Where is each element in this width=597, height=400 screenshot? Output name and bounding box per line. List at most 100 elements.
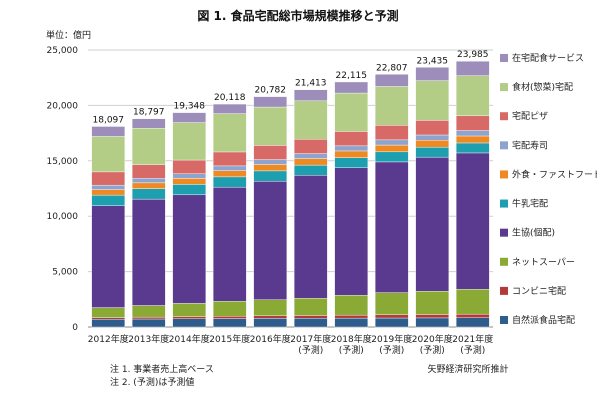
bar-segment (374, 139, 409, 146)
source-credit: 矢野経済研究所推計 (427, 363, 508, 375)
x-tick-label: 2016年度 (250, 333, 291, 345)
legend-swatch (500, 228, 508, 237)
y-tick-label: 5,000 (52, 268, 78, 278)
x-tick-label: 2012年度 (88, 333, 129, 345)
legend-item: 生協(個配) (500, 227, 555, 239)
bar-segment (334, 131, 369, 147)
bar-segment (172, 316, 207, 320)
bar-segment (455, 130, 490, 137)
y-tick-label: 10,000 (47, 212, 79, 222)
legend-item: 宅配ピザ (500, 110, 548, 122)
bar-segment (455, 61, 490, 76)
bar-segment (212, 186, 247, 302)
total-label: 23,985 (457, 50, 489, 60)
bar-segment (334, 145, 369, 152)
legend-label: 外食・ファストフード宅配 (512, 168, 597, 180)
bar-segment (91, 184, 126, 190)
note-2: 注 2. (予測)は予測値 (110, 376, 194, 388)
bar-segment (253, 315, 288, 319)
bar-segment (91, 205, 126, 308)
bar-segment (253, 180, 288, 300)
bar-segment (131, 128, 166, 165)
bar-segment (334, 92, 369, 132)
legend-swatch (500, 83, 508, 92)
bar-segment (293, 100, 328, 140)
bar-segment (455, 142, 490, 154)
bar-segment (334, 167, 369, 296)
y-tick-label: 15,000 (47, 157, 79, 167)
total-label: 22,115 (336, 71, 368, 81)
bar-segment (253, 318, 288, 328)
legend-item: 自然派食品宅配 (500, 314, 575, 326)
bar-segment (131, 178, 166, 184)
total-label: 19,348 (174, 102, 206, 112)
bar-segment (172, 184, 207, 196)
bar-segment (455, 115, 490, 131)
bar-segment (455, 75, 490, 117)
legend-label: 牛乳宅配 (512, 198, 548, 210)
bar-segment (334, 150, 369, 158)
bar-segment (334, 295, 369, 316)
bar-segment (415, 314, 450, 319)
legend-label: 自然派食品宅配 (512, 314, 575, 326)
bar-segment (253, 96, 288, 108)
bar-segment (253, 145, 288, 160)
bar-segment (374, 74, 409, 87)
x-tick-label: 2017年度 (290, 333, 331, 345)
legend-swatch (500, 286, 508, 295)
legend-item: 宅配寿司 (500, 139, 548, 151)
bar-segment (212, 176, 247, 188)
bar-segment (172, 112, 207, 123)
legend-swatch (500, 54, 508, 62)
y-tick-label: 20,000 (47, 101, 79, 111)
bar-segment (293, 158, 328, 166)
bar-segment (131, 118, 166, 129)
x-tick-label: 2015年度 (209, 333, 250, 345)
x-axis: 2012年度 2013年度 2014年度 2015年度 2016年度 2017年度 (予測)… (88, 333, 493, 356)
bar-segment (91, 189, 126, 196)
bar-segment (253, 159, 288, 165)
legend-item: ネットスーパー (500, 257, 575, 268)
bar-segment (212, 316, 247, 319)
x-tick-label: (予測) (420, 344, 445, 356)
x-tick-label: 2013年度 (128, 333, 169, 345)
x-tick-label: 2014年度 (169, 333, 210, 345)
bar-segment (293, 164, 328, 176)
bar-segment (212, 318, 247, 328)
x-tick-label: 2021年度 (452, 333, 493, 345)
bar-segment (253, 170, 288, 182)
bar-segment (334, 81, 369, 94)
bar-segment (212, 301, 247, 317)
y-tick-label: 0 (72, 323, 78, 333)
bar-segment (415, 140, 450, 148)
x-tick-label: (予測) (379, 344, 404, 356)
bar-segment (374, 86, 409, 126)
legend-label: 在宅配食サービス (512, 52, 584, 64)
bar-segment (212, 165, 247, 171)
chart-title: 図 1. 食品宅配総市場規模推移と予測 (197, 8, 398, 23)
bar-segment (374, 151, 409, 163)
bar-segment (131, 164, 166, 179)
x-tick-label: 2018年度 (331, 333, 372, 345)
bar-segment (172, 318, 207, 328)
bar-segment (91, 136, 126, 173)
total-label: 18,797 (133, 108, 165, 118)
legend-label: 宅配ピザ (512, 110, 548, 122)
bar-segment (455, 317, 490, 328)
bar-segment (293, 318, 328, 328)
bar-segment (131, 198, 166, 306)
total-label: 22,807 (376, 63, 408, 73)
bar-segment (172, 173, 207, 179)
bar-segment (91, 317, 126, 320)
x-tick-label: (予測) (339, 344, 364, 356)
bar-segment (293, 139, 328, 154)
bar-segment (374, 292, 409, 316)
bar-segment (455, 289, 490, 315)
bar-segment (131, 316, 166, 320)
y-axis: 0 5,000 10,000 15,000 20,000 25,000 (47, 46, 79, 333)
bar-segment (415, 134, 450, 141)
bar-segment (172, 122, 207, 161)
note-1: 注 1. 事業者売上高ベース (110, 363, 214, 375)
bar-segment (212, 151, 247, 167)
bar-segment (172, 194, 207, 304)
